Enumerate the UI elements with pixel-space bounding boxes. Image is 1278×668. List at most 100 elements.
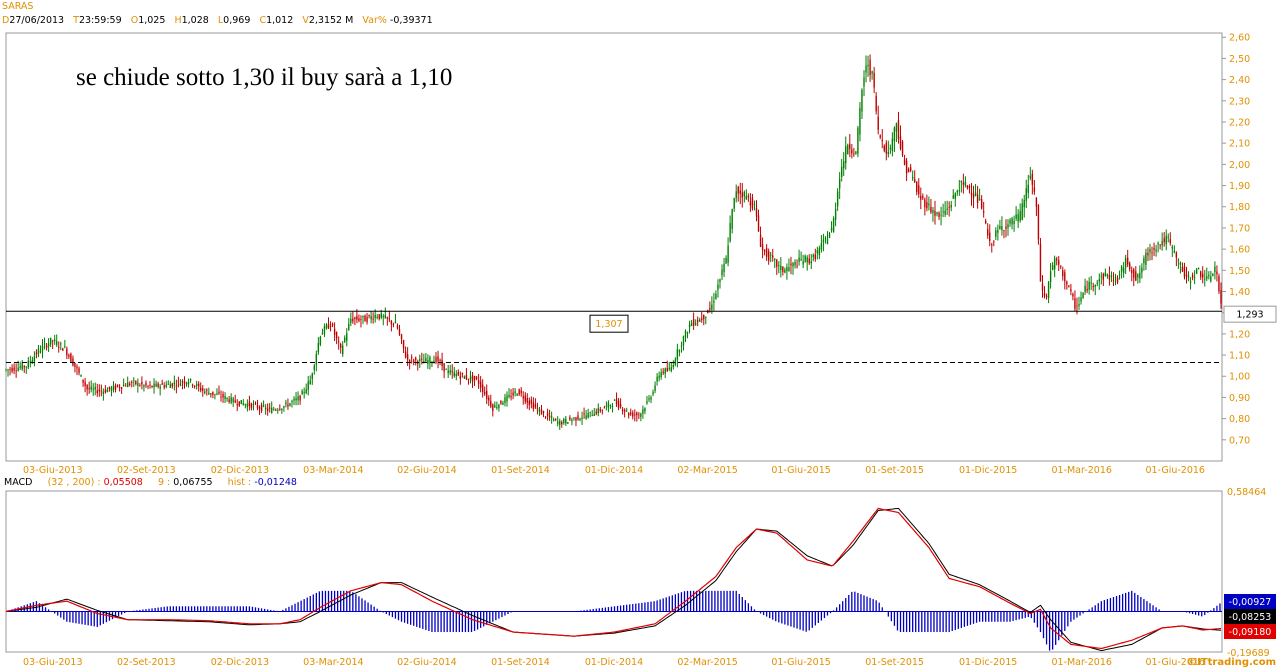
candle-body: [753, 204, 756, 205]
candle-body: [798, 257, 800, 262]
x-tick-label: 02-Dic-2013: [211, 465, 269, 476]
candle-body: [1003, 230, 1005, 231]
candle-body: [997, 230, 999, 233]
candle-body: [920, 195, 922, 200]
candle-body: [366, 316, 368, 323]
y-tick-label: 1,20: [1229, 329, 1250, 340]
y-tick-label: 2,10: [1229, 139, 1250, 150]
candle-body: [360, 319, 362, 320]
y-tick-label: 1,90: [1229, 181, 1250, 192]
x-tick-label: 02-Set-2013: [117, 465, 176, 476]
candle-body: [445, 369, 447, 370]
candle-body: [731, 209, 733, 229]
candle-body: [1120, 266, 1123, 272]
candle-body: [546, 412, 549, 416]
candle-body: [767, 251, 770, 261]
candle-body: [1220, 290, 1222, 304]
candle-body: [970, 192, 973, 196]
candle-body: [39, 351, 42, 353]
candle-body: [510, 395, 512, 398]
price-chart[interactable]: 0,700,800,901,001,101,201,301,401,501,60…: [0, 0, 1278, 478]
candle-body: [504, 397, 506, 403]
candle-body: [473, 375, 476, 380]
y-tick-label: 1,40: [1229, 287, 1250, 298]
candle-body: [297, 396, 299, 401]
candle-body: [1159, 244, 1161, 246]
candle-body: [694, 323, 697, 325]
candle-body: [993, 241, 995, 243]
candle-body: [88, 387, 90, 390]
candle-body: [877, 116, 879, 130]
candle-body: [711, 304, 713, 310]
candle-body: [512, 392, 514, 396]
candle-body: [384, 314, 387, 318]
candle-body: [960, 180, 963, 183]
candle-body: [664, 368, 666, 374]
candle-body: [242, 403, 245, 405]
candle-body: [1094, 285, 1096, 287]
candle-body: [686, 332, 689, 334]
candle-body: [1118, 274, 1121, 276]
candle-body: [786, 266, 788, 272]
x-tick-label: 01-Dic-2014: [585, 465, 643, 476]
candle-body: [516, 394, 518, 396]
y-tick-label: 2,30: [1229, 96, 1250, 107]
candle-body: [45, 345, 48, 348]
candle-body: [914, 179, 916, 183]
macd-x-tick-label: 02-Dic-2013: [211, 657, 269, 668]
candle-body: [885, 142, 888, 154]
candle-body: [1171, 246, 1174, 249]
candle-body: [66, 348, 68, 356]
candle-body: [1058, 260, 1060, 265]
candle-body: [948, 207, 950, 209]
candle-body: [159, 386, 161, 389]
candle-body: [950, 204, 952, 208]
candle-body: [252, 404, 255, 406]
candle-body: [628, 412, 630, 416]
candle-body: [70, 353, 72, 362]
candle-body: [1145, 252, 1147, 265]
candle-body: [1185, 274, 1188, 277]
date-value: 27/06/2013: [9, 15, 65, 26]
candle-body: [654, 385, 656, 391]
y-tick-label: 2,50: [1229, 54, 1250, 65]
candle-body: [1114, 277, 1117, 279]
candle-body: [236, 404, 238, 406]
candle-body: [573, 417, 575, 419]
c-label: C: [259, 15, 267, 26]
candle-body: [230, 397, 232, 403]
candle-body: [331, 323, 334, 326]
candle-body: [1124, 258, 1127, 268]
candle-body: [792, 263, 794, 267]
candle-body: [1218, 276, 1220, 292]
candle-body: [514, 391, 516, 393]
candle-body: [228, 399, 230, 403]
candle-body: [932, 209, 934, 213]
volume-value: 2,3152 M: [308, 15, 354, 26]
candle-body: [585, 415, 587, 419]
candle-body: [488, 397, 490, 401]
candle-body: [380, 313, 382, 318]
candle-body: [427, 360, 429, 365]
candle-body: [719, 279, 721, 283]
candle-body: [368, 315, 370, 316]
candle-body: [1177, 260, 1180, 261]
candle-body: [266, 408, 269, 411]
candle-body: [690, 323, 693, 326]
candle-body: [429, 357, 431, 363]
candle-body: [277, 409, 279, 411]
candle-body: [520, 390, 522, 394]
candle-body: [279, 408, 281, 410]
candle-body: [222, 393, 224, 398]
candle-body: [930, 206, 932, 213]
candle-body: [1126, 257, 1129, 265]
candle-body: [745, 195, 748, 200]
candle-body: [1183, 266, 1186, 277]
candle-body: [1135, 271, 1137, 281]
candle-body: [1080, 297, 1082, 302]
candle-body: [1189, 281, 1192, 283]
candle-body: [678, 350, 681, 352]
candle-body: [666, 367, 668, 371]
candle-body: [62, 348, 64, 351]
